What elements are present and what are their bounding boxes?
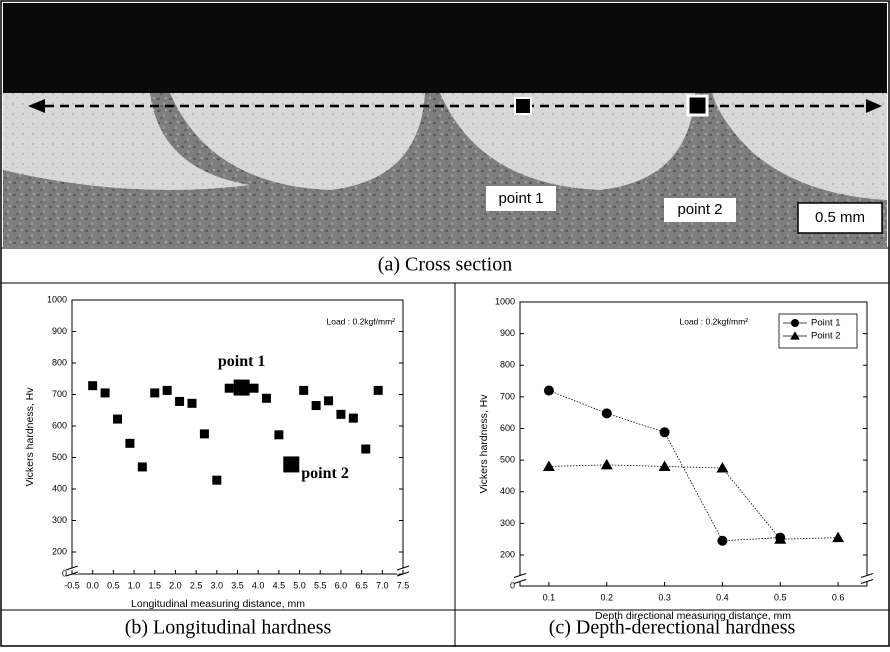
y-tick-label: 200 bbox=[500, 549, 515, 559]
marker bbox=[336, 410, 345, 419]
y-tick-label: 400 bbox=[500, 486, 515, 496]
photo-label: point 2 bbox=[677, 201, 722, 218]
x-tick-label: 1.5 bbox=[148, 580, 161, 590]
y-tick-label: 1000 bbox=[495, 296, 515, 306]
plot-frame bbox=[72, 300, 403, 574]
x-tick-label: 0.5 bbox=[774, 592, 787, 602]
series-line bbox=[549, 465, 838, 539]
legend: Point 1 Point 2 bbox=[779, 314, 857, 348]
scale-bar-label: 0.5 mm bbox=[815, 209, 865, 226]
x-tick-label: 2.0 bbox=[169, 580, 182, 590]
x-tick-label: 4.5 bbox=[273, 580, 286, 590]
x-axis-label: Longitudinal measuring distance, mm bbox=[131, 598, 305, 610]
y-tick-label: 800 bbox=[52, 357, 67, 367]
y-tick-label: 900 bbox=[500, 328, 515, 338]
marker bbox=[88, 381, 97, 390]
point-label: point 2 bbox=[301, 465, 349, 482]
legend-label: Point 1 bbox=[811, 318, 841, 329]
marker bbox=[659, 460, 671, 471]
y-tick-label: 500 bbox=[52, 452, 67, 462]
x-tick-label: 0.2 bbox=[600, 592, 613, 602]
figure: point 1 point 2 0.5 mm (a) Cross section… bbox=[0, 0, 890, 647]
legend-label: Point 2 bbox=[811, 331, 841, 342]
caption: (b) Longitudinal hardness bbox=[125, 617, 332, 639]
legend-marker bbox=[791, 319, 799, 327]
marker bbox=[324, 396, 333, 405]
marker bbox=[200, 429, 209, 438]
x-tick-label: 0.5 bbox=[107, 580, 120, 590]
cross-section-photo: point 1 point 2 0.5 mm bbox=[3, 3, 887, 247]
x-tick-label: 0.0 bbox=[86, 580, 99, 590]
x-tick-label: -0.5 bbox=[64, 580, 80, 590]
y-tick-label: 300 bbox=[52, 515, 67, 525]
y-tick-label: 300 bbox=[500, 518, 515, 528]
marker bbox=[361, 444, 370, 453]
y-tick-label: 0 bbox=[62, 568, 67, 578]
y-tick-label: 0 bbox=[510, 580, 515, 590]
x-tick-label: 3.5 bbox=[231, 580, 244, 590]
x-tick-label: 7.5 bbox=[397, 580, 410, 590]
marker bbox=[274, 430, 283, 439]
y-axis-label: Vickers hardness, Hv bbox=[24, 387, 36, 487]
marker bbox=[602, 408, 612, 418]
x-tick-label: 1.0 bbox=[128, 580, 141, 590]
y-tick-label: 600 bbox=[500, 423, 515, 433]
marker bbox=[299, 386, 308, 395]
marker bbox=[113, 415, 122, 424]
marker bbox=[250, 384, 259, 393]
x-tick-label: 2.5 bbox=[190, 580, 203, 590]
annotation: Load : 0.2kgf/mm² bbox=[326, 316, 395, 326]
x-tick-label: 6.5 bbox=[355, 580, 368, 590]
marker bbox=[717, 536, 727, 546]
marker bbox=[312, 401, 321, 410]
marker bbox=[138, 462, 147, 471]
marker bbox=[349, 414, 358, 423]
x-tick-label: 0.1 bbox=[543, 592, 556, 602]
y-tick-label: 200 bbox=[52, 546, 67, 556]
x-tick-label: 5.0 bbox=[293, 580, 306, 590]
marker bbox=[125, 439, 134, 448]
marker bbox=[716, 462, 728, 473]
point-label: point 1 bbox=[218, 353, 266, 370]
marker bbox=[374, 386, 383, 395]
x-tick-label: 0.3 bbox=[658, 592, 671, 602]
x-tick-label: 3.0 bbox=[211, 580, 224, 590]
x-axis-label: Depth directional measuring distance, mm bbox=[595, 610, 791, 622]
y-tick-label: 400 bbox=[52, 483, 67, 493]
marker bbox=[225, 384, 234, 393]
x-tick-label: 0.4 bbox=[716, 592, 729, 602]
y-tick-label: 500 bbox=[500, 455, 515, 465]
y-tick-label: 700 bbox=[500, 391, 515, 401]
marker bbox=[262, 394, 271, 403]
marker bbox=[234, 380, 250, 396]
marker bbox=[150, 388, 159, 397]
x-tick-label: 7.0 bbox=[376, 580, 389, 590]
marker bbox=[283, 456, 299, 472]
photo-label: point 1 bbox=[498, 190, 543, 207]
x-tick-label: 4.0 bbox=[252, 580, 265, 590]
marker bbox=[543, 460, 555, 471]
x-tick-label: 0.6 bbox=[832, 592, 845, 602]
x-tick-label: 5.5 bbox=[314, 580, 327, 590]
y-tick-label: 1000 bbox=[47, 294, 67, 304]
caption: (a) Cross section bbox=[378, 254, 512, 276]
marker bbox=[544, 386, 554, 396]
marker bbox=[660, 427, 670, 437]
x-tick-label: 6.0 bbox=[335, 580, 348, 590]
y-tick-label: 700 bbox=[52, 389, 67, 399]
marker bbox=[163, 386, 172, 395]
marker bbox=[212, 476, 221, 485]
marker bbox=[187, 399, 196, 408]
y-tick-label: 900 bbox=[52, 326, 67, 336]
marker bbox=[601, 459, 613, 470]
marker bbox=[832, 532, 844, 543]
annotation: Load : 0.2kgf/mm² bbox=[679, 316, 748, 326]
y-tick-label: 800 bbox=[500, 360, 515, 370]
y-tick-label: 600 bbox=[52, 420, 67, 430]
y-axis-label: Vickers hardness, Hv bbox=[478, 394, 490, 494]
marker bbox=[101, 388, 110, 397]
marker bbox=[175, 397, 184, 406]
